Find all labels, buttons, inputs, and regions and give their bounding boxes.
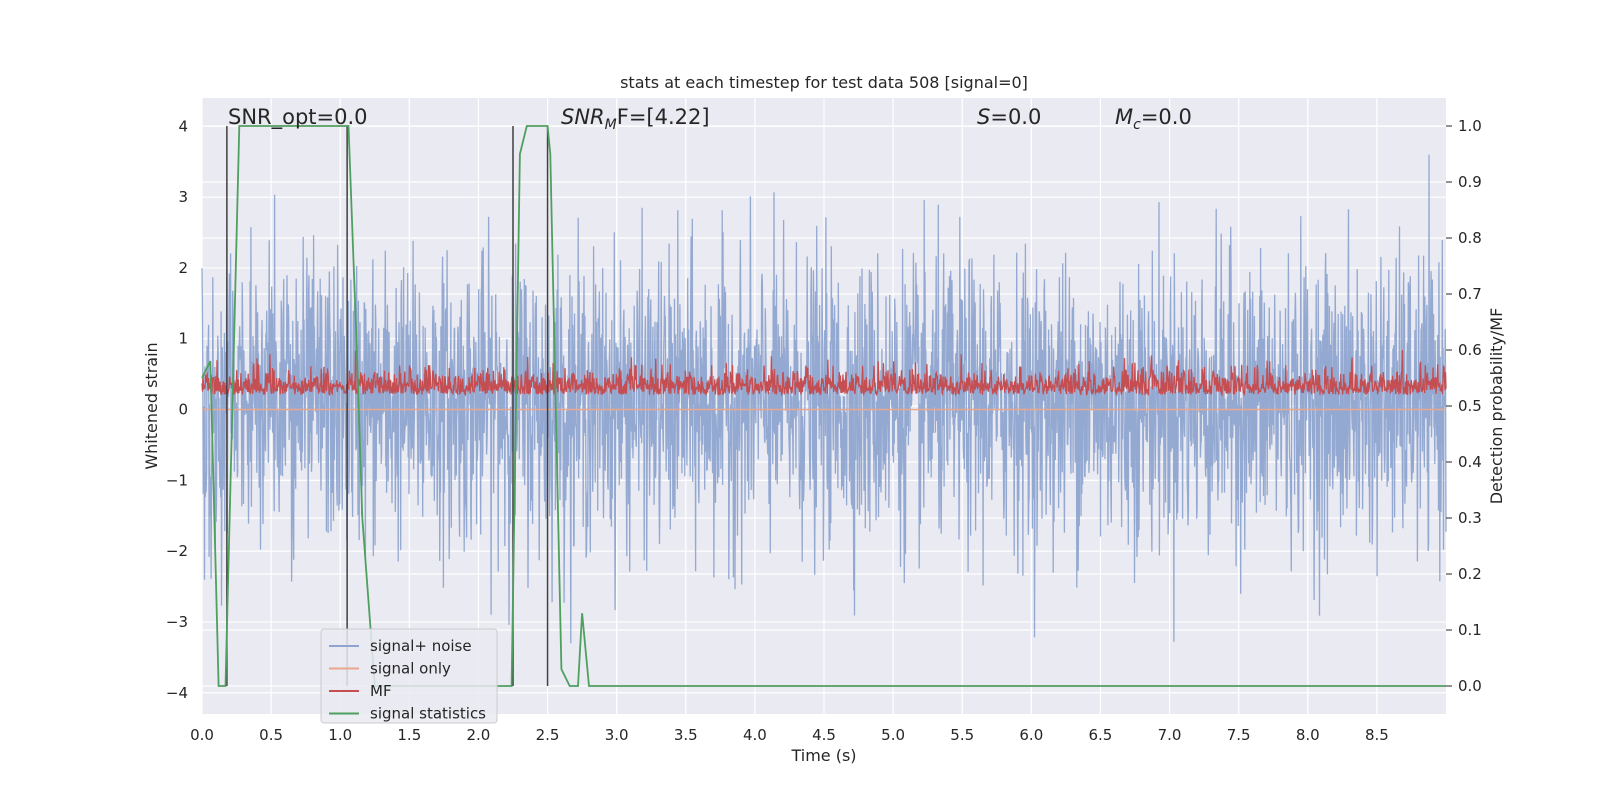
- y-axis-label: Whitened strain: [142, 342, 161, 469]
- x-tick-label: 2.0: [467, 726, 491, 744]
- y2-axis-ticks: 0.0 0.1 0.2 0.3 0.4 0.5 0.6 0.7 0.8 0.9 1.0: [1446, 117, 1482, 695]
- x-tick-label: 4.0: [743, 726, 767, 744]
- legend-label: MF: [370, 682, 392, 700]
- x-axis-ticks: 0.0 0.5 1.0 1.5 2.0 2.5 3.0 3.5 4.0 4.5 5.0 5.5 6.0 6…: [190, 726, 1389, 744]
- annotation-s-prefix: S: [977, 105, 990, 129]
- y2-tick-label: 0.9: [1458, 173, 1482, 191]
- y2-tick-label: 1.0: [1458, 117, 1482, 135]
- annotation-snr-mf-sub: M: [605, 117, 617, 133]
- annotation-s-rest: =0.0: [990, 105, 1041, 129]
- annotation-snr-mf-prefix: SNR: [561, 105, 605, 129]
- y2-tick-label: 0.5: [1458, 397, 1482, 415]
- series-line-mf: [201, 349, 1447, 398]
- x-tick-label: 3.5: [674, 726, 698, 744]
- y-tick-label: −1: [166, 471, 188, 489]
- x-tick-label: 8.0: [1296, 726, 1320, 744]
- x-tick-label: 4.5: [812, 726, 836, 744]
- legend-box: [320, 628, 498, 724]
- y2-tick-label: 0.6: [1458, 341, 1482, 359]
- legend-label: signal+ noise: [370, 637, 472, 655]
- series-mf: [201, 349, 1447, 398]
- x-tick-label: 0.5: [259, 726, 283, 744]
- x-tick-label: 7.5: [1227, 726, 1251, 744]
- y-tick-label: −2: [166, 542, 188, 560]
- annotation-snr-mf: SNRMF=[4.22]: [561, 105, 710, 133]
- y2-axis-label: Detection probability/MF: [1487, 308, 1506, 505]
- legend: signal+ noise signal only MF signal statist…: [320, 628, 498, 724]
- legend-label: signal statistics: [370, 705, 486, 723]
- x-tick-label: 2.5: [536, 726, 560, 744]
- y-tick-label: 2: [178, 259, 188, 277]
- y-tick-label: 0: [178, 401, 188, 419]
- x-tick-label: 6.5: [1089, 726, 1113, 744]
- annotation-mc: Mc=0.0: [1115, 105, 1192, 133]
- y2-tick-label: 0.0: [1458, 677, 1482, 695]
- annotation-mc-sub: c: [1133, 117, 1141, 133]
- x-tick-label: 7.0: [1158, 726, 1182, 744]
- y-tick-label: 3: [178, 188, 188, 206]
- legend-label: signal only: [370, 660, 451, 678]
- x-axis-label: Time (s): [790, 746, 856, 765]
- x-tick-label: 6.0: [1019, 726, 1043, 744]
- x-tick-label: 8.5: [1365, 726, 1389, 744]
- x-tick-label: 1.5: [397, 726, 421, 744]
- x-tick-label: 1.0: [328, 726, 352, 744]
- vertical-markers: [226, 126, 549, 686]
- x-tick-label: 5.5: [950, 726, 974, 744]
- y-tick-label: −3: [166, 613, 188, 631]
- y2-tick-label: 0.8: [1458, 229, 1482, 247]
- y2-tick-label: 0.1: [1458, 621, 1482, 639]
- x-tick-label: 3.0: [605, 726, 629, 744]
- annotation-snr-mf-rest: F=[4.22]: [617, 105, 710, 129]
- y-tick-label: −4: [166, 684, 188, 702]
- annotation-mc-rest: =0.0: [1141, 105, 1192, 129]
- y-tick-label: 1: [178, 330, 188, 348]
- chart-title: stats at each timestep for test data 508…: [620, 73, 1028, 92]
- x-tick-label: 0.0: [190, 726, 214, 744]
- y2-tick-label: 0.7: [1458, 285, 1482, 303]
- y-axis-ticks: −4 −3 −2 −1 0 1 2 3 4: [166, 117, 188, 701]
- y2-tick-label: 0.4: [1458, 453, 1482, 471]
- y-tick-label: 4: [178, 117, 188, 135]
- y2-tick-label: 0.3: [1458, 509, 1482, 527]
- x-tick-label: 5.0: [881, 726, 905, 744]
- annotation-snr-opt: SNR_opt=0.0: [228, 105, 368, 130]
- y2-tick-label: 0.2: [1458, 565, 1482, 583]
- annotation-s: S=0.0: [977, 105, 1041, 129]
- annotation-mc-prefix: M: [1115, 105, 1133, 129]
